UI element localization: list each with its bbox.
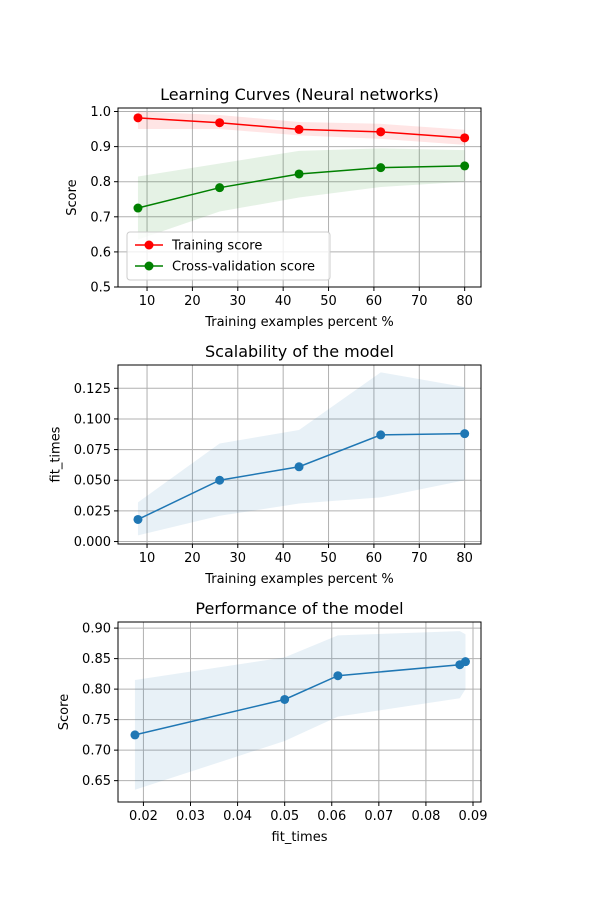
chart-1-ytick-label-5: 1.0 (90, 105, 111, 120)
chart-2-xtick-label-0: 10 (139, 551, 156, 566)
chart-3-xtick-label-0: 0.02 (129, 809, 158, 824)
chart-1-series-0-point-1 (215, 118, 225, 128)
chart-3-ytick-label-5: 0.90 (82, 622, 111, 637)
chart-3-title: Performance of the model (195, 599, 403, 618)
chart-3-ytick-label-1: 0.70 (82, 744, 111, 759)
chart-2-ytick-label-0: 0.000 (74, 535, 111, 550)
chart-1-legend-label-0: Training score (171, 239, 262, 254)
chart-1-series-0-point-4 (460, 133, 470, 143)
chart-1-ytick-label-3: 0.8 (90, 175, 111, 190)
chart-3-series-0-point-2 (333, 671, 343, 681)
chart-2-xtick-label-4: 50 (320, 551, 337, 566)
chart-1-ytick-label-4: 0.9 (90, 140, 111, 155)
chart-1-xlabel: Training examples percent % (204, 315, 394, 330)
chart-2-ytick-label-2: 0.050 (74, 474, 111, 489)
chart-2-ytick-label-1: 0.025 (74, 504, 111, 519)
chart-2: 10 20 30 40 50 60 70 80 0.000 0.025 0.050 0.075 0.10… (49, 342, 482, 587)
chart-1-series-1-point-0 (133, 203, 143, 213)
chart-2-xtick-label-2: 30 (230, 551, 247, 566)
chart-3: 0.02 0.03 0.04 0.05 0.06 0.07 0.08 0.09 0.65 0.70… (57, 599, 488, 845)
chart-1: 10 20 30 40 50 60 70 80 0.5 0.6 0.7 0.8 0.9 1.0 Learni… (65, 85, 482, 330)
chart-3-series-0-point-4 (460, 657, 470, 667)
chart-3-xtick-label-4: 0.06 (317, 809, 346, 824)
chart-1-axes-frame (117, 107, 482, 288)
chart-2-series-0-point-3 (376, 430, 386, 440)
chart-2-xlabel: Training examples percent % (204, 572, 394, 587)
chart-2-ytick-label-4: 0.100 (74, 412, 111, 427)
chart-1-series-0-point-3 (376, 127, 386, 137)
chart-1-xtick-label-1: 20 (184, 294, 201, 309)
chart-3-ylabel: Score (57, 694, 72, 730)
chart-2-axes-frame (117, 364, 482, 545)
chart-2-xtick-label-6: 70 (411, 551, 428, 566)
chart-3-xtick-label-5: 0.07 (364, 809, 393, 824)
chart-1-xtick-label-7: 80 (456, 294, 473, 309)
chart-2-xtick-label-3: 40 (275, 551, 292, 566)
chart-2-series-0-band (137, 372, 465, 536)
chart-2-xtick-label-7: 80 (456, 551, 473, 566)
chart-3-ytick-label-0: 0.65 (82, 774, 111, 789)
chart-1-legend-box (126, 231, 331, 281)
chart-1-legend-label-1: Cross-validation score (172, 260, 315, 275)
chart-1-series-1-point-1 (215, 183, 225, 193)
chart-1-series-1-point-3 (376, 163, 386, 173)
chart-2-xtick-label-5: 60 (366, 551, 383, 566)
chart-1-xtick-label-6: 70 (411, 294, 428, 309)
chart-2-series-0-point-4 (460, 429, 470, 439)
chart-3-series-0-point-0 (130, 730, 140, 740)
chart-1-series-1-band (137, 148, 465, 240)
chart-1-ytick-label-2: 0.7 (90, 210, 111, 225)
chart-1-xtick-label-2: 30 (230, 294, 247, 309)
chart-3-ytick-label-2: 0.75 (82, 713, 111, 728)
chart-1-series-1-point-4 (460, 161, 470, 171)
chart-3-xtick-label-7: 0.09 (459, 809, 488, 824)
chart-1-series-1-point-2 (294, 169, 304, 179)
chart-1-xtick-label-3: 40 (275, 294, 292, 309)
chart-2-xtick-label-1: 20 (184, 551, 201, 566)
chart-3-ytick-label-3: 0.80 (82, 683, 111, 698)
chart-3-xtick-label-3: 0.05 (270, 809, 299, 824)
chart-3-ytick-label-4: 0.85 (82, 652, 111, 667)
chart-2-ylabel: fit_times (49, 426, 64, 482)
chart-1-xtick-label-4: 50 (320, 294, 337, 309)
chart-2-series-0-point-2 (294, 462, 304, 472)
chart-2-series-0-point-0 (133, 514, 143, 524)
chart-2-title: Scalability of the model (205, 342, 394, 361)
chart-3-series-0-band (134, 631, 466, 790)
chart-2-ytick-label-3: 0.075 (74, 443, 111, 458)
chart-1-ytick-label-1: 0.6 (90, 245, 111, 260)
chart-1-legend-marker-1 (144, 261, 154, 271)
chart-3-series-0-point-1 (280, 694, 290, 704)
chart-1-legend-marker-0 (144, 240, 154, 250)
chart-1-series-0-point-0 (133, 113, 143, 123)
chart-1-ylabel: Score (65, 179, 80, 215)
chart-1-title: Learning Curves (Neural networks) (160, 85, 439, 104)
chart-3-xlabel: fit_times (272, 830, 328, 845)
chart-3-xtick-label-1: 0.03 (176, 809, 205, 824)
chart-2-series-0-point-1 (215, 475, 225, 485)
chart-3-axes-frame (117, 621, 482, 803)
chart-1-xtick-label-5: 60 (366, 294, 383, 309)
chart-1-series-0-point-2 (294, 124, 304, 134)
chart-2-ytick-label-5: 0.125 (74, 382, 111, 397)
chart-1-xtick-label-0: 10 (139, 294, 156, 309)
chart-3-xtick-label-6: 0.08 (411, 809, 440, 824)
chart-3-xtick-label-2: 0.04 (223, 809, 252, 824)
chart-1-ytick-label-0: 0.5 (90, 281, 111, 296)
